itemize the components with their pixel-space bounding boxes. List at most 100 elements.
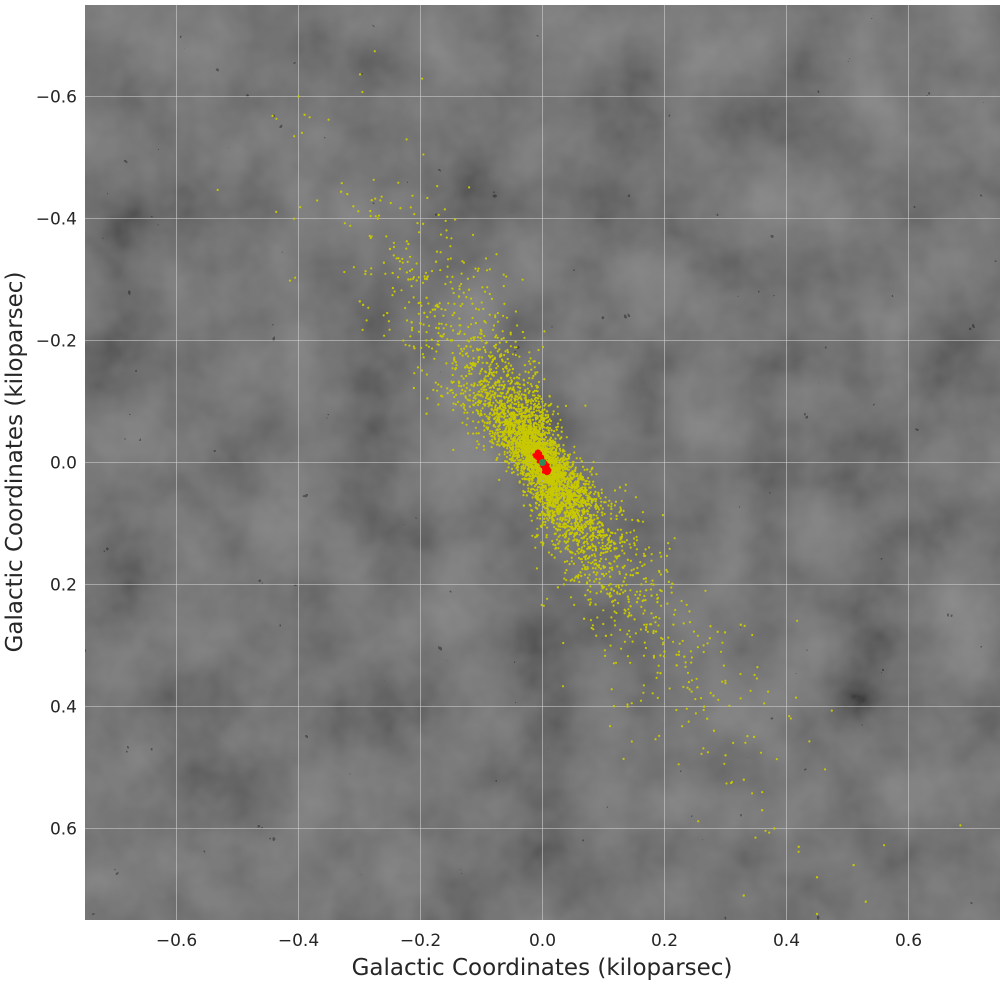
yellow-point [596,522,599,525]
yellow-point [585,479,588,482]
yellow-point [547,415,550,418]
yellow-point [611,531,614,535]
yellow-point [574,492,577,495]
yellow-point [475,409,478,412]
yellow-point [585,540,588,543]
yellow-point [688,688,691,691]
yellow-point [538,406,541,409]
yellow-point [399,207,402,210]
yellow-point [501,415,504,418]
yellow-point [451,351,454,355]
yellow-point [534,427,538,430]
yellow-point [591,537,595,540]
yellow-point [652,583,655,586]
yellow-point [581,560,584,564]
yellow-point [471,411,475,414]
yellow-point [557,547,560,550]
yellow-point [546,439,549,442]
yellow-point [540,443,543,446]
yellow-point [709,691,712,695]
yellow-point [677,763,680,766]
yellow-point [583,544,586,548]
yellow-point [536,404,539,407]
yellow-point [529,407,533,410]
yellow-point [584,566,587,569]
yellow-point [528,469,532,473]
yellow-point [496,395,499,398]
yellow-point [512,442,515,445]
yellow-point [462,377,465,380]
yellow-point [579,472,582,475]
yellow-point [564,504,567,507]
yellow-point [723,631,727,634]
yellow-point [543,512,546,516]
yellow-point [514,407,517,411]
yellow-point [541,523,544,526]
yellow-point [513,377,516,380]
yellow-point [505,395,508,398]
yellow-point [533,445,537,448]
yellow-point [571,470,574,473]
yellow-point [397,276,400,279]
yellow-point [522,442,525,445]
yellow-point [624,518,627,521]
yellow-point [566,514,569,518]
yellow-point [602,531,605,534]
plot-area [85,5,1000,927]
yellow-point [505,275,508,278]
yellow-point [531,462,534,465]
yellow-point [421,77,424,80]
yellow-point [575,539,578,543]
yellow-point [666,570,669,573]
yellow-point [586,512,589,516]
yellow-point [633,529,636,532]
yellow-point [712,729,716,732]
yellow-point [509,454,512,457]
yellow-point [482,435,485,438]
yellow-point [609,549,612,553]
yellow-point [584,594,587,597]
yellow-point [495,415,498,418]
yellow-point [451,275,454,278]
yellow-point [511,353,514,356]
yellow-point [593,485,596,488]
yellow-point [426,196,429,200]
yellow-point [527,391,530,395]
yellow-point [556,474,559,477]
yellow-point [591,561,594,564]
yellow-point [450,380,453,383]
yellow-point [411,268,414,271]
yellow-point [539,411,542,414]
yellow-point [413,372,416,375]
yellow-point [526,419,529,422]
yellow-point [575,503,578,506]
yellow-point [598,560,602,563]
yellow-point [539,490,542,494]
yellow-point [567,465,571,468]
yellow-point [380,195,383,198]
yellow-point [809,925,811,927]
yellow-point [683,655,686,658]
yellow-point [529,400,532,403]
yellow-point [521,426,524,429]
yellow-point [393,290,396,293]
yellow-point [621,533,624,536]
yellow-point [559,525,562,528]
yellow-point [538,434,541,437]
yellow-point [566,457,570,460]
yellow-point [483,424,486,427]
yellow-point [480,368,484,371]
yellow-point [498,348,501,351]
yellow-point [498,381,501,384]
yellow-point [556,405,559,408]
yellow-point [724,679,727,682]
yellow-point [574,466,577,469]
yellow-point [493,396,496,399]
yellow-point [579,457,582,460]
yellow-point [557,535,560,538]
yellow-point [589,590,592,593]
yellow-point [582,478,585,481]
yellow-point [530,433,533,436]
yellow-point [569,472,572,475]
yellow-point [573,534,577,537]
